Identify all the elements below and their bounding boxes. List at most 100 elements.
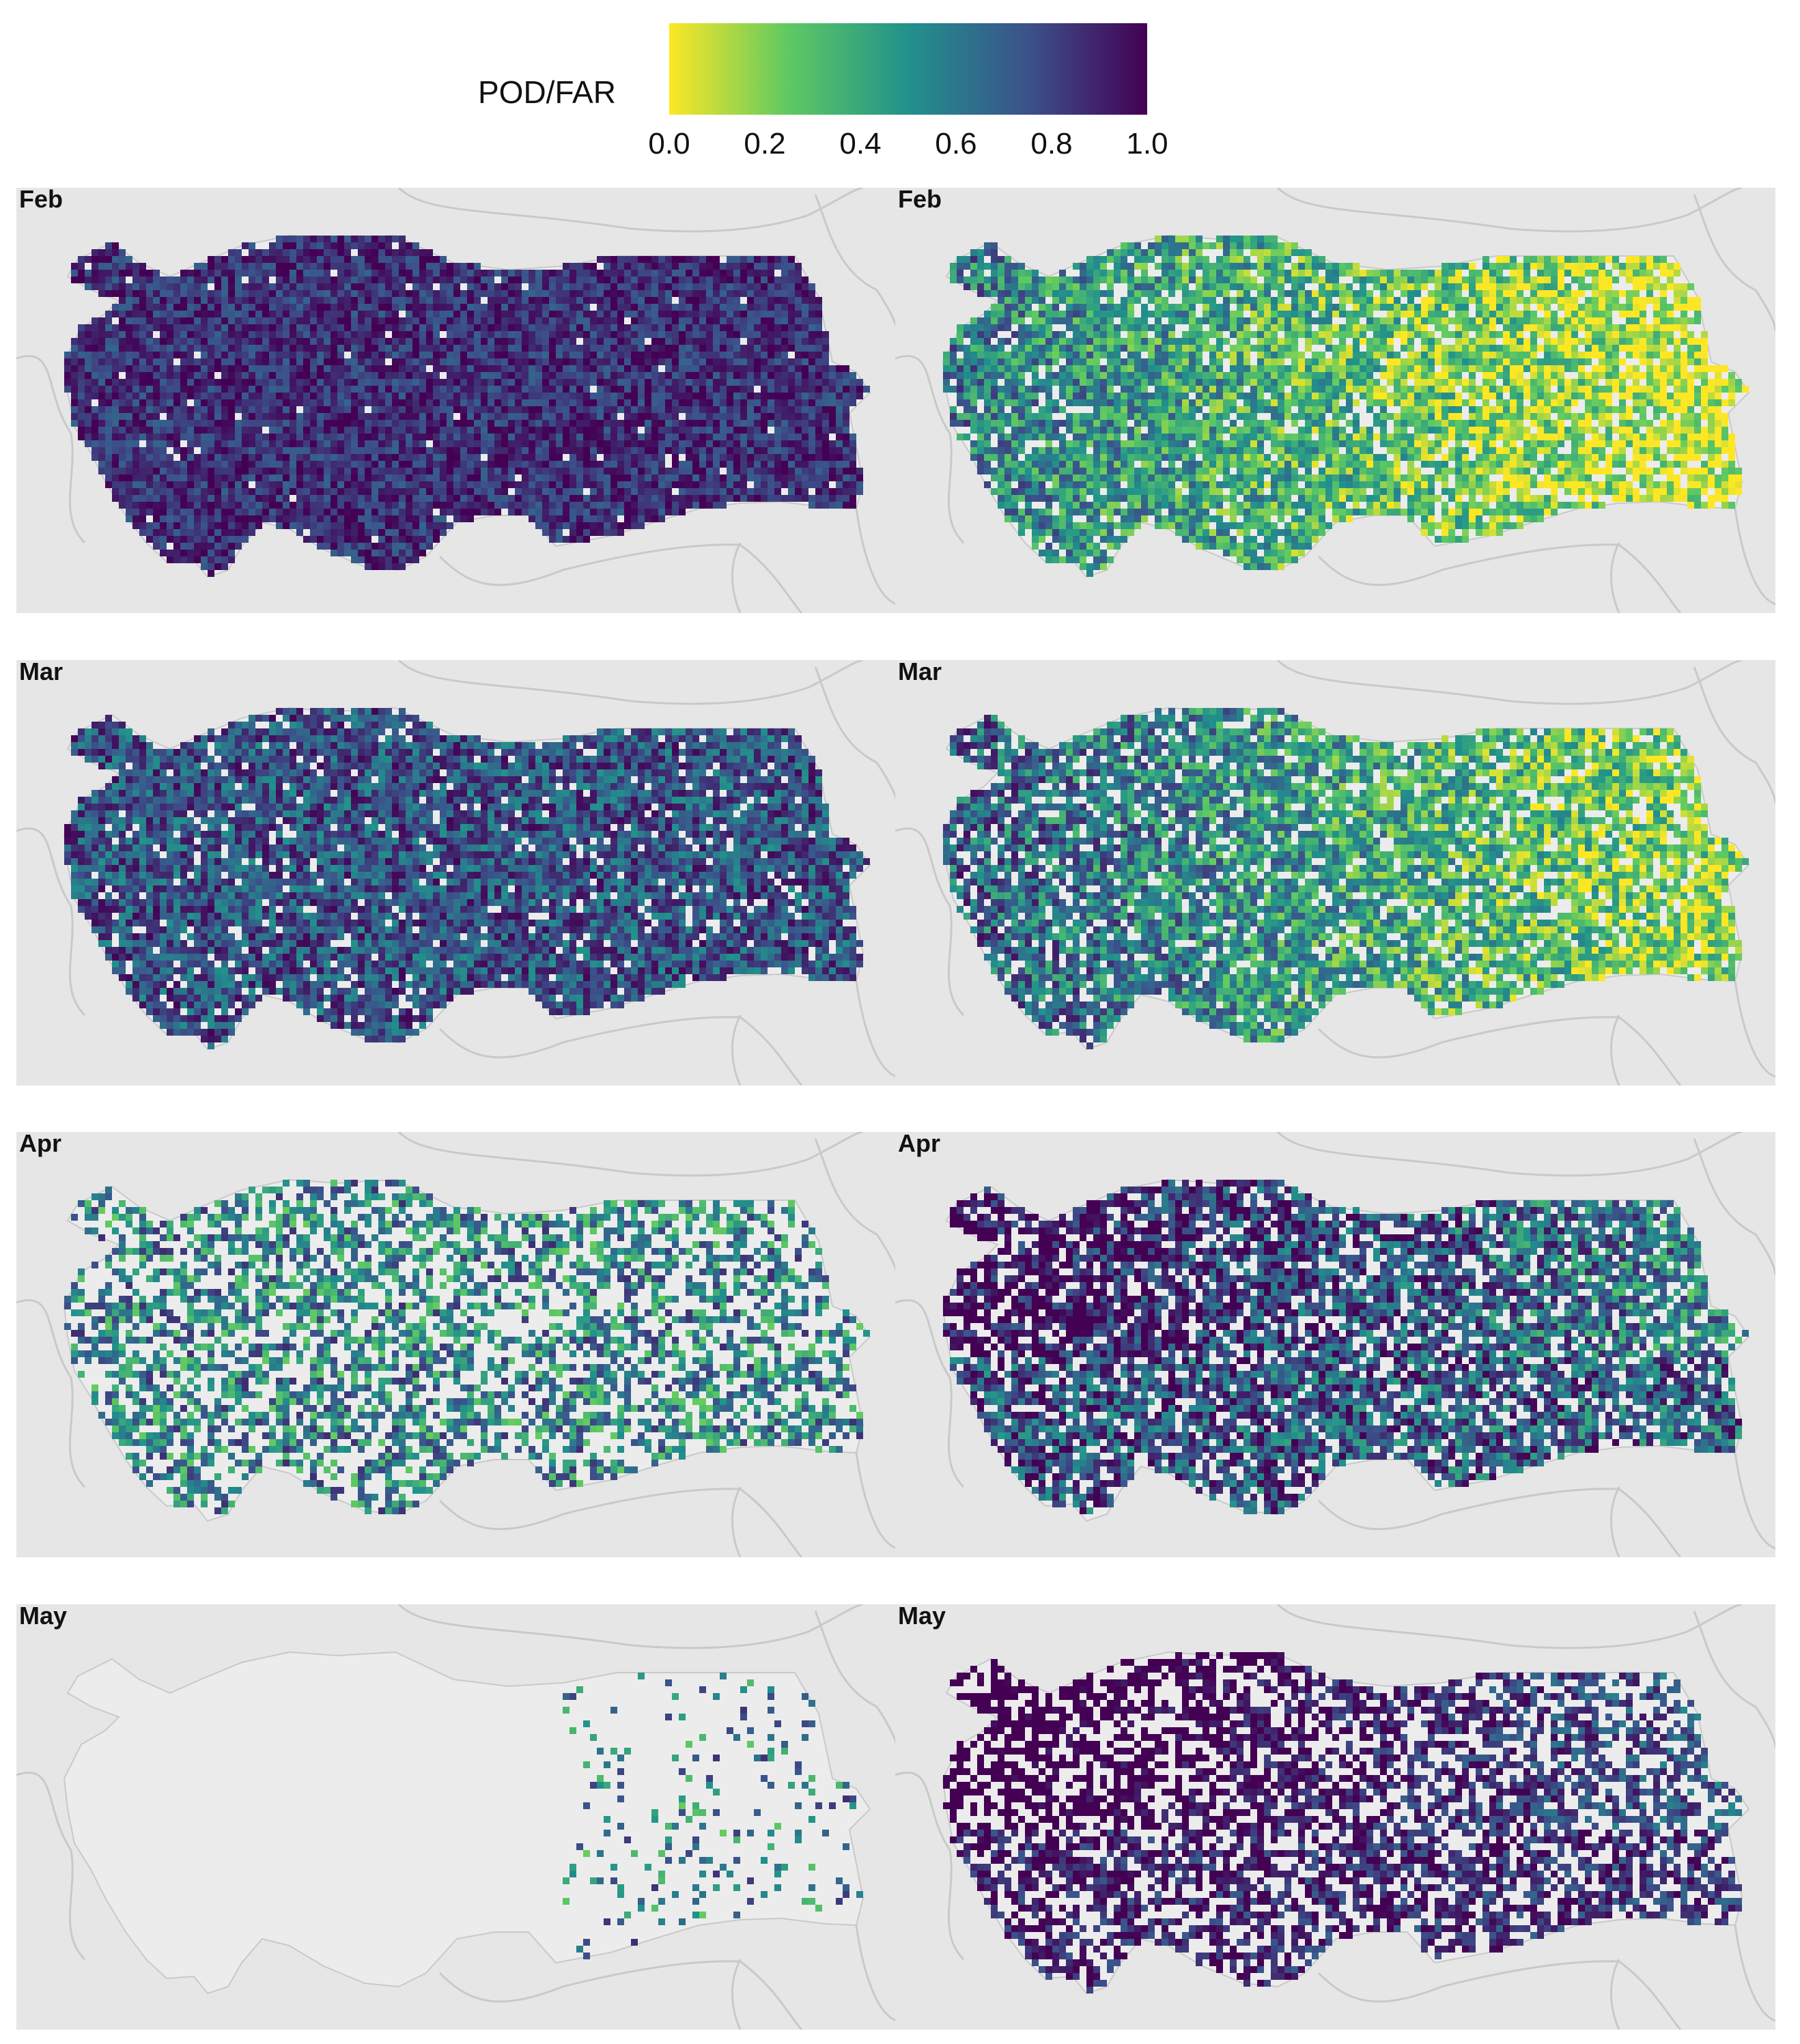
raster-cell <box>153 536 160 543</box>
raster-cell <box>569 352 576 358</box>
raster-cell <box>597 488 604 495</box>
raster-cell <box>290 372 296 379</box>
raster-cell <box>358 249 365 256</box>
raster-cell <box>494 413 501 420</box>
raster-cell <box>371 290 378 297</box>
raster-cell <box>597 256 604 263</box>
raster-cell <box>542 270 549 276</box>
raster-cell <box>139 331 146 338</box>
raster-cell <box>371 522 378 529</box>
raster-cell <box>255 454 262 461</box>
raster-cell <box>365 393 371 399</box>
raster-cell <box>249 393 255 399</box>
raster-cell <box>453 263 460 270</box>
raster-cell <box>481 283 488 290</box>
raster-cell <box>1278 249 1284 256</box>
raster-cell <box>365 386 371 393</box>
raster-cell <box>255 393 262 399</box>
raster-cell <box>283 481 290 488</box>
raster-cell <box>822 434 829 440</box>
raster-cell <box>194 550 201 556</box>
raster-cell <box>733 386 740 393</box>
raster-cell <box>460 509 467 515</box>
raster-cell <box>337 256 344 263</box>
raster-cell <box>1605 283 1612 290</box>
raster-cell <box>331 393 337 399</box>
raster-cell <box>426 290 433 297</box>
raster-cell <box>153 468 160 474</box>
raster-cell <box>706 447 713 454</box>
raster-cell <box>651 509 658 515</box>
raster-cell <box>283 297 290 304</box>
raster-cell <box>740 358 747 365</box>
raster-cell <box>310 515 317 522</box>
raster-cell <box>406 249 412 256</box>
raster-cell <box>296 317 303 324</box>
raster-cell <box>658 331 665 338</box>
raster-cell <box>310 297 317 304</box>
raster-cell <box>1203 290 1209 297</box>
raster-cell <box>727 372 733 379</box>
raster-cell <box>508 352 515 358</box>
raster-cell <box>563 304 569 311</box>
raster-cell <box>747 276 754 283</box>
raster-cell <box>371 454 378 461</box>
raster-cell <box>344 324 351 331</box>
raster-cell <box>392 379 399 386</box>
raster-cell <box>365 529 371 536</box>
raster-cell <box>433 461 440 468</box>
raster-cell <box>515 488 522 495</box>
raster-cell <box>358 358 365 365</box>
raster-cell <box>1414 283 1421 290</box>
raster-cell <box>365 550 371 556</box>
raster-cell <box>296 468 303 474</box>
raster-cell <box>617 290 624 297</box>
raster-cell <box>406 290 412 297</box>
raster-cell <box>788 420 795 427</box>
raster-cell <box>788 440 795 447</box>
raster-cell <box>501 317 508 324</box>
raster-cell <box>378 420 385 427</box>
raster-cell <box>317 297 324 304</box>
raster-cell <box>187 502 194 509</box>
raster-cell <box>331 420 337 427</box>
raster-cell <box>194 515 201 522</box>
raster-cell <box>488 270 494 276</box>
raster-cell <box>378 550 385 556</box>
raster-cell <box>1387 276 1394 283</box>
raster-cell <box>727 495 733 502</box>
raster-cell <box>201 393 208 399</box>
raster-cell <box>549 461 556 468</box>
raster-cell <box>1592 276 1599 283</box>
raster-cell <box>808 365 815 372</box>
raster-cell <box>761 461 768 468</box>
raster-cell <box>1298 290 1305 297</box>
raster-cell <box>126 406 132 413</box>
raster-cell <box>631 468 638 474</box>
raster-cell <box>563 317 569 324</box>
raster-cell <box>392 317 399 324</box>
raster-cell <box>276 263 283 270</box>
raster-cell <box>788 263 795 270</box>
raster-cell <box>255 481 262 488</box>
raster-cell <box>392 406 399 413</box>
colorbar-gradient <box>669 23 1147 115</box>
raster-cell <box>488 468 494 474</box>
raster-cell <box>221 515 228 522</box>
raster-cell <box>317 413 324 420</box>
raster-cell <box>433 413 440 420</box>
raster-cell <box>713 338 720 345</box>
raster-cell <box>412 352 419 358</box>
raster-cell <box>249 372 255 379</box>
raster-cell <box>1476 276 1482 283</box>
raster-cell <box>344 304 351 311</box>
raster-cell <box>78 338 85 345</box>
raster-cell <box>412 454 419 461</box>
raster-cell <box>255 311 262 317</box>
raster-cell <box>331 345 337 352</box>
raster-cell <box>399 522 406 529</box>
raster-cell <box>706 331 713 338</box>
raster-cell <box>255 324 262 331</box>
raster-cell <box>419 283 426 290</box>
raster-cell <box>1223 249 1230 256</box>
